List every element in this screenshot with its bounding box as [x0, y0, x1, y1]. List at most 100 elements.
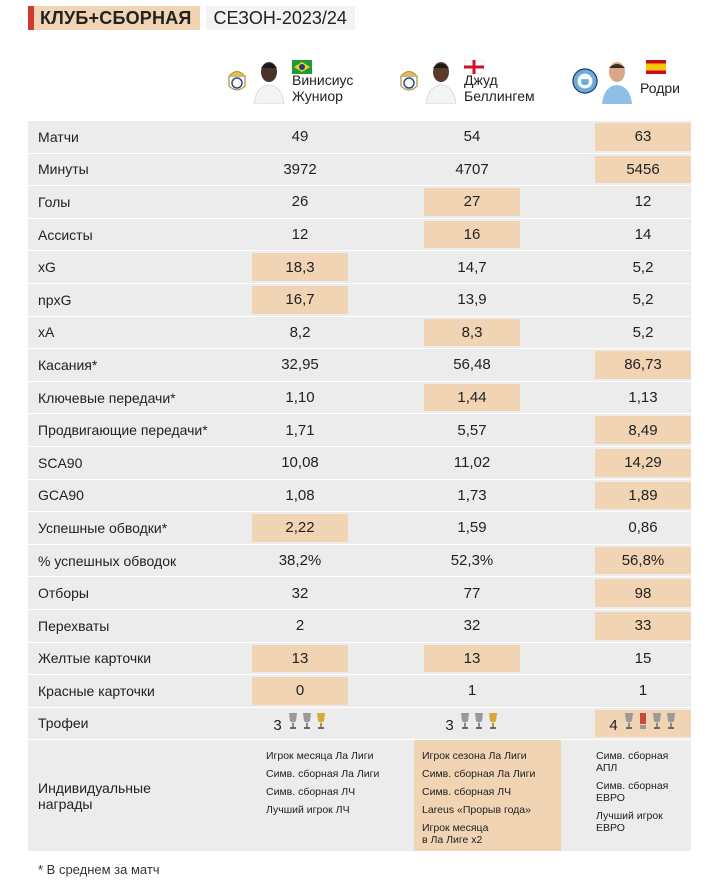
stat-value: 32 [463, 617, 481, 635]
player-rodri: Родри [572, 58, 680, 104]
stat-value: 98 [595, 579, 691, 607]
player-photo [252, 58, 286, 105]
stat-value: 8,2 [289, 323, 311, 341]
stat-value: 1,89 [595, 481, 691, 510]
stat-row: xG 18,3 14,7 5,2 [28, 251, 691, 284]
trophy-cup-icon [665, 712, 677, 734]
stat-value: 11,02 [453, 454, 491, 472]
stat-label: Отборы [38, 585, 89, 602]
player-photo [424, 58, 458, 105]
award-item: Игрок месяца Ла Лиги [266, 750, 374, 762]
stat-value: 0,86 [628, 519, 658, 537]
stat-label: Минуты [38, 161, 89, 178]
stat-value: 63 [595, 123, 691, 151]
stat-value: 15 [634, 649, 652, 667]
stat-row: SCA90 10,08 11,02 14,29 [28, 447, 691, 480]
trophies-cell: 3 [424, 710, 520, 738]
awards-label-line1: Индивидуальные [38, 780, 151, 796]
stat-label: Желтые карточки [38, 650, 152, 667]
stat-value: 1,71 [285, 421, 315, 439]
stat-value: 1 [467, 682, 477, 700]
stat-value: 14,29 [595, 448, 691, 477]
stat-value: 10,08 [281, 454, 319, 472]
trophy-cup-icon [301, 712, 313, 734]
stat-label: Перехваты [38, 617, 110, 634]
stat-value: 77 [463, 584, 481, 602]
awards-row: Индивидуальные награды Игрок месяца Ла Л… [28, 740, 691, 851]
stat-value: 5,2 [632, 258, 654, 276]
stat-row: GCA90 1,08 1,73 1,89 [28, 480, 691, 513]
stat-value: 5,2 [632, 323, 654, 341]
player-bellingham: Джуд Беллингем [396, 58, 535, 105]
award-item: Лучший игрок ЛЧ [266, 804, 350, 816]
trophies-row: Трофеи 3 3 4 [28, 708, 691, 741]
stat-label: Матчи [38, 128, 79, 145]
stat-value: 2,22 [252, 514, 348, 542]
stat-value: 27 [424, 188, 520, 216]
player-name-line2: Жуниор [292, 88, 343, 104]
trophy-cup-icon [487, 712, 499, 734]
stat-row: Касания* 32,95 56,48 86,73 [28, 349, 691, 382]
stat-value: 1,59 [457, 519, 487, 537]
spain-flag-icon [646, 60, 666, 74]
stat-row: Минуты 3972 4707 5456 [28, 154, 691, 187]
stat-row: Матчи 49 54 63 [28, 121, 691, 154]
real-madrid-crest-icon [224, 65, 250, 97]
stat-label: SCA90 [38, 454, 83, 471]
trophy-cup-icon [651, 712, 663, 734]
header: КЛУБ+СБОРНАЯ СЕЗОН-2023/24 [28, 6, 355, 30]
stat-label: Голы [38, 193, 71, 210]
stat-value: 14 [634, 226, 652, 244]
trophy-cup-icon [315, 712, 327, 734]
award-item: Симв. сборная ЛЧ [422, 786, 512, 798]
stat-row: Перехваты 2 32 33 [28, 610, 691, 643]
award-item: Игрок сезона Ла Лиги [422, 750, 527, 762]
stat-value: 8,3 [424, 318, 520, 347]
manchester-city-crest-icon [572, 65, 598, 97]
trophy-count: 3 [445, 717, 454, 735]
header-title: КЛУБ+СБОРНАЯ [34, 6, 200, 30]
award-item: Симв. сборная ЕВРО [596, 780, 669, 804]
stat-value: 13 [252, 644, 348, 673]
stat-value: 18,3 [252, 253, 348, 281]
awards-label-line2: награды [38, 796, 93, 812]
award-item: Симв. сборная АПЛ [596, 750, 669, 774]
stat-value: 56,48 [453, 356, 491, 374]
player-name-line1: Родри [640, 80, 680, 96]
award-item: Симв. сборная ЛЧ [266, 786, 356, 798]
trophies-cell: 3 [252, 710, 348, 738]
player-vinicius: Винисиус Жуниор [224, 58, 353, 105]
stat-row: Ключевые передачи* 1,10 1,44 1,13 [28, 382, 691, 415]
trophy-cup-icon [623, 712, 635, 734]
stat-value: 8,49 [595, 416, 691, 444]
stat-label: Красные карточки [38, 682, 155, 699]
stat-label: npxG [38, 291, 72, 308]
stat-value: 32,95 [281, 356, 319, 374]
stat-row: Ассисты 12 16 14 [28, 219, 691, 252]
stat-value: 16 [424, 220, 520, 249]
stat-label: xG [38, 259, 56, 276]
stat-value: 5,2 [632, 291, 654, 309]
england-flag-icon [463, 59, 485, 75]
trophy-count: 3 [273, 717, 282, 735]
stat-value: 52,3% [450, 552, 494, 570]
trophy-cup-icon [637, 712, 649, 734]
award-item: Игрок месяца в Ла Лиге х2 [422, 822, 489, 846]
stat-row: Успешные обводки* 2,22 1,59 0,86 [28, 512, 691, 545]
player-photo [600, 58, 634, 104]
stat-value: 26 [291, 193, 309, 211]
stat-value: 14,7 [457, 258, 487, 276]
stat-value: 4707 [455, 160, 489, 178]
header-season: СЕЗОН-2023/24 [205, 6, 355, 30]
award-item: Лучший игрок ЕВРО [596, 810, 663, 834]
stat-value: 5,57 [457, 421, 487, 439]
trophy-cup-icon [473, 712, 485, 734]
stat-row: Красные карточки 0 1 1 [28, 675, 691, 708]
stat-label: Успешные обводки* [38, 519, 168, 536]
stat-value: 1,08 [285, 486, 315, 504]
stat-value: 12 [291, 226, 309, 244]
stats-table: Матчи 49 54 63 Минуты 3972 4707 5456 Голы 26 27 12 А… [28, 121, 691, 741]
stat-value: 5456 [595, 155, 691, 184]
stat-row: Желтые карточки 13 13 15 [28, 643, 691, 676]
stat-value: 38,2% [278, 552, 322, 570]
